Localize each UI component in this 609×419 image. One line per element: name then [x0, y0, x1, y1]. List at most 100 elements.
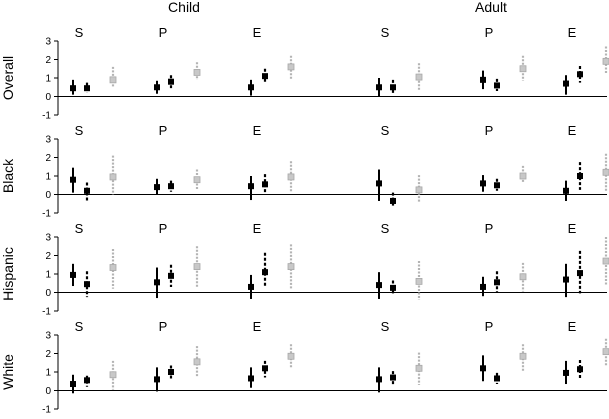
ci-child-p-s1-2-point	[154, 279, 160, 286]
ci-child-s-s3-2-point	[109, 264, 117, 271]
ci-child-s-s3-0-point	[109, 76, 117, 84]
ci-child-s-s2-3-point	[84, 377, 90, 384]
group-label-adult-e-3: E	[568, 319, 577, 334]
group-label-child-p-2: P	[159, 221, 168, 236]
ci-child-e-s1-2-point	[248, 283, 254, 290]
ci-adult-s-s1-2-point	[376, 282, 382, 289]
ci-child-e-s1-3-point	[248, 375, 254, 382]
ci-child-p-s2-1-point	[168, 183, 174, 190]
row-label-overall: Overall	[0, 56, 16, 100]
ci-adult-p-s1-3-point	[480, 365, 486, 372]
y-tick-label-3-1: 0	[45, 386, 51, 397]
y-tick-label-2-0: -1	[42, 307, 51, 318]
group-label-child-e-1: E	[253, 123, 262, 138]
ci-child-e-s1-0-point	[248, 84, 254, 91]
ci-adult-p-s3-3-point	[519, 352, 527, 360]
ci-child-s-s1-2-point	[70, 271, 76, 278]
ci-child-p-s1-0-point	[154, 84, 160, 91]
row-label-black: Black	[0, 158, 16, 193]
ci-child-e-s2-1-point	[262, 181, 268, 188]
ci-adult-p-s1-0-point	[480, 76, 486, 83]
ci-adult-e-s3-1-point	[602, 168, 609, 176]
column-header-adult: Adult	[475, 0, 507, 15]
ci-adult-e-s3-2-point	[602, 257, 609, 265]
group-label-adult-s-1: S	[381, 123, 390, 138]
group-label-child-p-0: P	[159, 25, 168, 40]
y-tick-label-0-1: 0	[45, 92, 51, 103]
ci-adult-p-s3-1-point	[519, 172, 527, 180]
ci-child-s-s3-3-point	[109, 371, 117, 379]
ci-child-s-s1-0-point	[70, 85, 76, 92]
ci-child-p-s2-3-point	[168, 369, 174, 375]
ci-child-s-s1-1-point	[70, 176, 76, 183]
ci-adult-p-s1-2-point	[480, 283, 486, 290]
ci-adult-p-s2-0-point	[494, 82, 500, 89]
group-label-adult-p-1: P	[485, 123, 494, 138]
ci-adult-p-s2-1-point	[494, 182, 500, 189]
column-header-child: Child	[168, 0, 200, 15]
ci-adult-s-s3-1-point	[415, 186, 423, 194]
ci-adult-s-s3-3-point	[415, 364, 423, 372]
ci-adult-s-s3-0-point	[415, 73, 423, 81]
group-label-adult-s-0: S	[381, 25, 390, 40]
group-label-child-s-0: S	[75, 25, 84, 40]
row-label-hispanic: Hispanic	[0, 247, 16, 301]
ci-adult-p-s3-2-point	[519, 273, 527, 281]
ci-child-p-s3-3-point	[193, 358, 201, 366]
y-tick-label-0-4: 3	[45, 37, 51, 48]
ci-child-e-s3-2-point	[287, 263, 295, 271]
ci-adult-s-s2-0-point	[390, 84, 396, 91]
ci-adult-e-s1-3-point	[563, 369, 569, 376]
ci-child-p-s1-1-point	[154, 184, 160, 191]
y-tick-label-1-4: 3	[45, 135, 51, 146]
ci-child-s-s2-2-point	[84, 281, 90, 288]
group-label-adult-s-2: S	[381, 221, 390, 236]
y-tick-label-1-3: 2	[45, 153, 51, 164]
y-tick-label-2-1: 0	[45, 288, 51, 299]
y-tick-label-3-0: -1	[42, 405, 51, 416]
ci-child-s-s3-1-point	[109, 173, 117, 181]
y-tick-label-2-4: 3	[45, 233, 51, 244]
group-label-child-e-3: E	[253, 319, 262, 334]
ci-adult-e-s1-2-point	[563, 276, 569, 283]
ci-adult-e-s1-1-point	[563, 187, 569, 194]
ci-adult-s-s2-3-point	[390, 374, 396, 381]
y-tick-label-3-4: 3	[45, 331, 51, 342]
y-tick-label-1-0: -1	[42, 209, 51, 220]
y-tick-label-1-2: 1	[45, 172, 51, 183]
ci-child-p-s2-2-point	[168, 272, 174, 279]
group-label-adult-p-0: P	[485, 25, 494, 40]
ci-adult-e-s2-0-point	[577, 71, 583, 78]
group-label-child-e-2: E	[253, 221, 262, 236]
group-label-adult-e-1: E	[568, 123, 577, 138]
group-label-child-s-2: S	[75, 221, 84, 236]
ci-adult-e-s2-3-point	[577, 366, 583, 373]
ci-child-p-s3-2-point	[193, 263, 201, 271]
ci-adult-s-s3-2-point	[415, 277, 423, 285]
ci-adult-s-s1-3-point	[376, 376, 382, 383]
group-label-child-s-3: S	[75, 319, 84, 334]
y-tick-label-3-2: 1	[45, 368, 51, 379]
ci-child-s-s1-3-point	[70, 381, 76, 388]
y-tick-label-0-0: -1	[42, 111, 51, 122]
ci-child-e-s3-3-point	[287, 352, 295, 360]
group-label-child-s-1: S	[75, 123, 84, 138]
ci-adult-e-s2-2-point	[577, 270, 583, 277]
ci-adult-s-s2-1-point	[390, 197, 396, 204]
ci-child-p-s3-0-point	[193, 69, 201, 76]
group-label-adult-e-0: E	[568, 25, 577, 40]
ci-adult-s-s2-2-point	[390, 284, 396, 291]
ci-child-e-s3-0-point	[287, 63, 295, 71]
group-label-adult-s-3: S	[381, 319, 390, 334]
y-tick-label-0-2: 1	[45, 74, 51, 85]
ci-child-s-s2-0-point	[84, 85, 90, 92]
ci-child-e-s2-0-point	[262, 73, 268, 80]
ci-child-e-s1-1-point	[248, 183, 254, 190]
row-label-white: White	[0, 354, 16, 390]
ci-child-p-s3-1-point	[193, 176, 201, 184]
ci-adult-p-s2-3-point	[494, 375, 500, 382]
group-label-adult-p-3: P	[485, 319, 494, 334]
y-tick-label-0-3: 2	[45, 55, 51, 66]
ci-adult-e-s2-1-point	[577, 173, 583, 179]
